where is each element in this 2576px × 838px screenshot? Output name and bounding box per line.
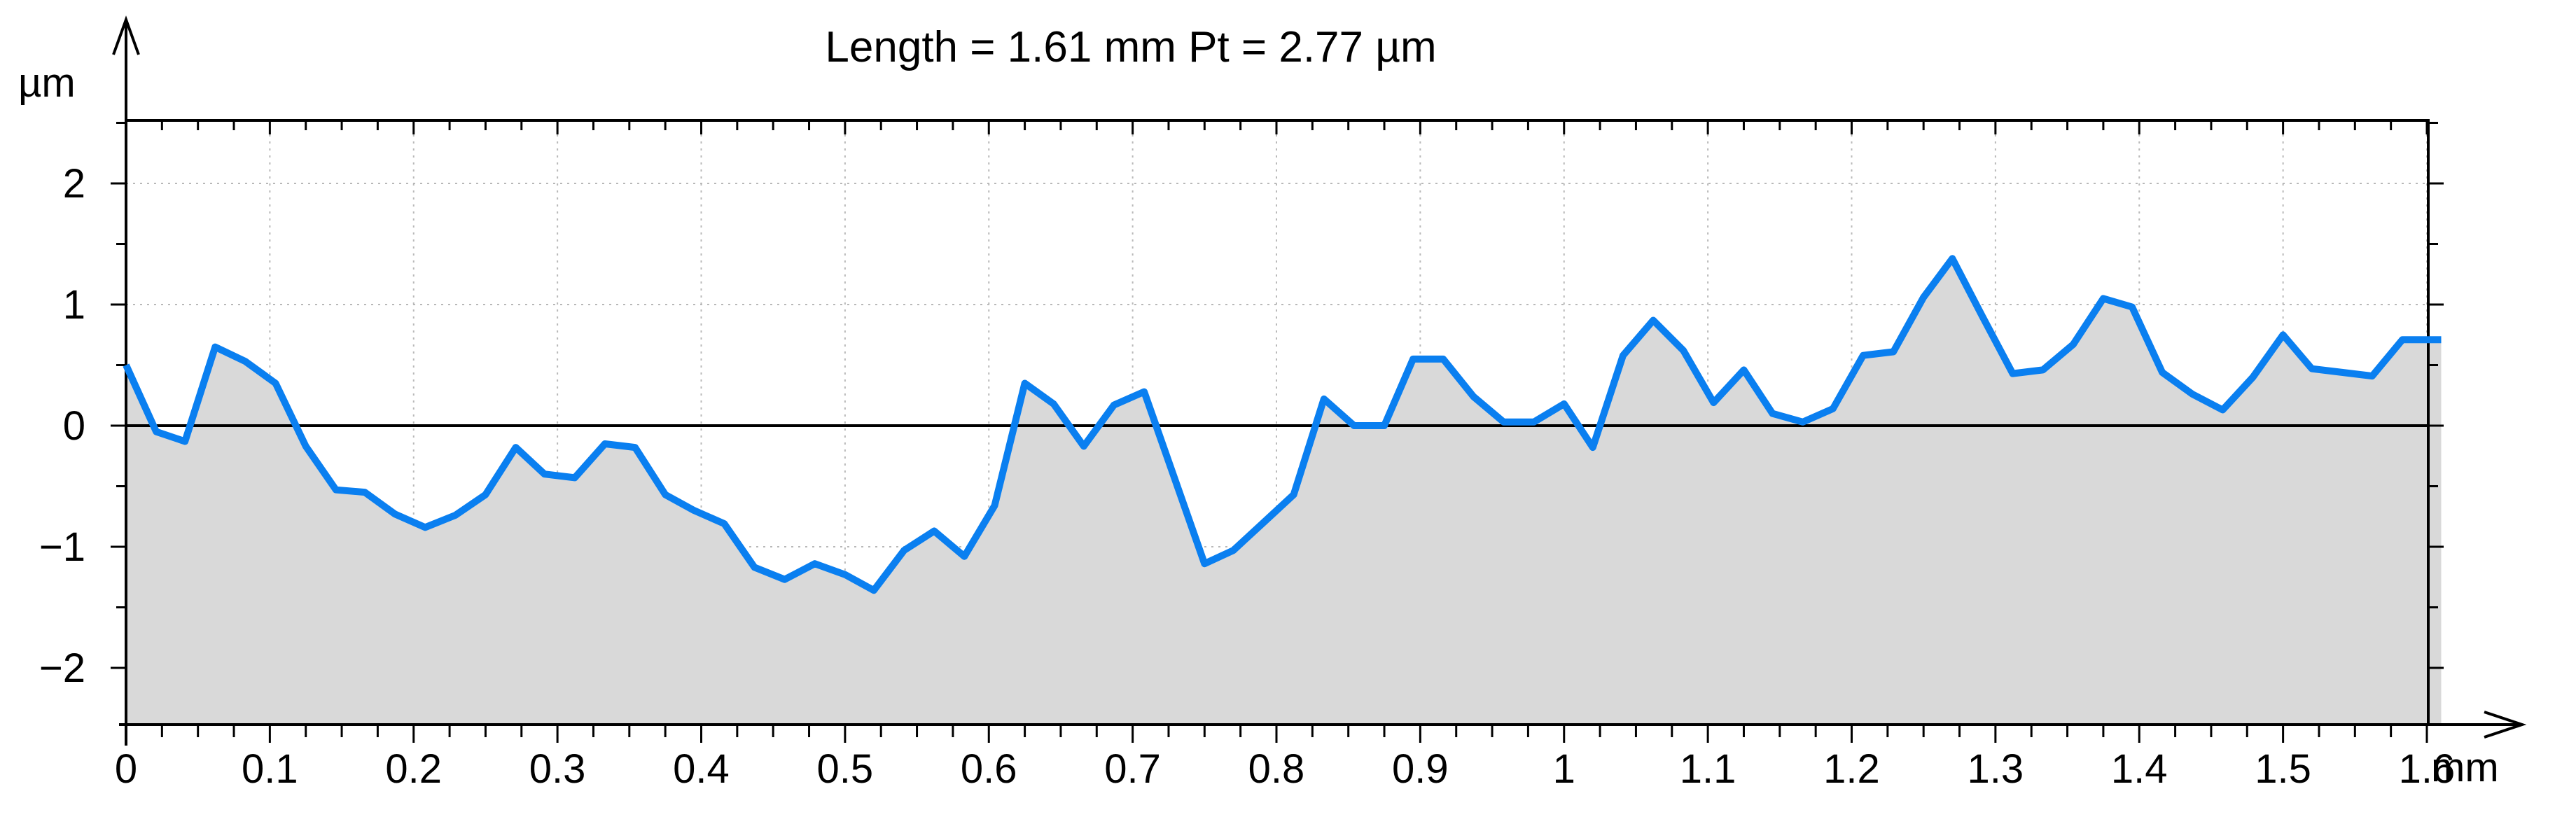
- x-tick-label: 0.8: [1248, 746, 1305, 792]
- x-tick-label: 1.5: [2255, 746, 2311, 792]
- y-tick-label: −2: [39, 645, 85, 691]
- profile-series-line: [123, 255, 2442, 594]
- x-tick-labels: 0 0.1 0.2 0.3 0.4 0.5 0.6 0.7 0.8 0.9 1 1.1 1.2 1.3 1.…: [115, 746, 2455, 792]
- x-tick-label: 0.9: [1392, 746, 1449, 792]
- y-axis-arrowhead: [112, 15, 140, 55]
- y-tick-label: 2: [63, 161, 85, 207]
- x-tick-label: 1.3: [1968, 746, 2024, 792]
- x-axis-label: mm: [2431, 745, 2499, 790]
- y-tick-labels: −2 −1 0 1 2: [39, 161, 85, 691]
- x-tick-label: 1.6: [2399, 746, 2456, 792]
- profile-area-fill: [126, 258, 2442, 725]
- x-tick-label: 1.2: [1823, 746, 1880, 792]
- x-tick-label: 0: [115, 746, 137, 792]
- y-tick-label: 0: [63, 403, 85, 449]
- x-tick-label: 0.2: [385, 746, 442, 792]
- tick-marks: [111, 120, 2444, 743]
- x-tick-label: 1.1: [1680, 746, 1736, 792]
- x-tick-label: 0.4: [673, 746, 730, 792]
- chart-title: Length = 1.61 mm Pt = 2.77 µm: [825, 23, 1436, 71]
- x-tick-label: 0.7: [1104, 746, 1161, 792]
- axis-arrows: [112, 15, 2527, 746]
- x-tick-label: 1.4: [2111, 746, 2168, 792]
- x-tick-label: 0.6: [961, 746, 1017, 792]
- x-tick-label: 0.1: [242, 746, 298, 792]
- x-axis-arrowhead: [2484, 711, 2527, 739]
- y-axis-label: µm: [18, 60, 76, 106]
- y-tick-label: 1: [63, 282, 85, 328]
- y-tick-label: −1: [39, 524, 85, 570]
- x-tick-label: 0.3: [529, 746, 586, 792]
- x-tick-label: 1: [1553, 746, 1575, 792]
- x-tick-label: 0.5: [817, 746, 874, 792]
